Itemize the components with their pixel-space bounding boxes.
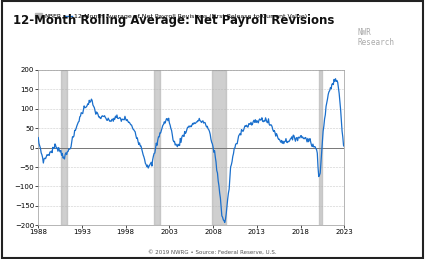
Text: © 2019 NWRG • Source: Federal Reserve, U.S.: © 2019 NWRG • Source: Federal Reserve, U… — [148, 250, 277, 255]
Text: 12-Month Rolling Average: Net Payroll Revisions: 12-Month Rolling Average: Net Payroll Re… — [13, 14, 334, 27]
Bar — [154, 70, 160, 225]
Legend: NBER, 12-Month Average of Net Payroll Revisions (First Release to Current Value): NBER, 12-Month Average of Net Payroll Re… — [32, 11, 310, 21]
Bar — [319, 70, 322, 225]
Bar — [212, 70, 226, 225]
Bar — [61, 70, 67, 225]
Text: NWR
Research: NWR Research — [357, 28, 394, 47]
